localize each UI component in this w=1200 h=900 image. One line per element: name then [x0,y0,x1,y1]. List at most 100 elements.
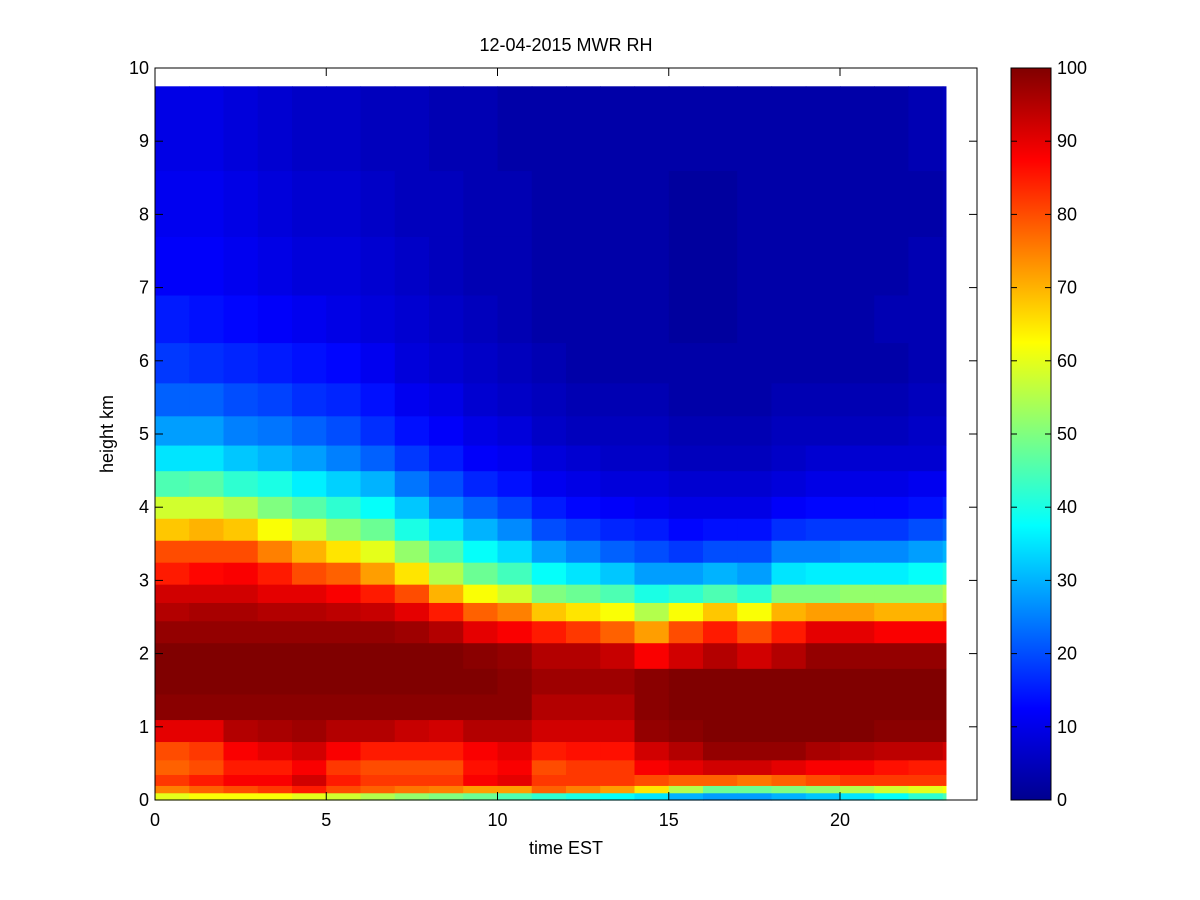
heatmap-cell [155,620,190,644]
heatmap-cell [497,562,533,585]
heatmap-cell [189,668,225,695]
heatmap-cell [908,415,944,446]
heatmap-cell [326,741,362,761]
heatmap-cell [189,170,225,237]
heatmap-cell [771,602,807,622]
heatmap-cell [840,792,875,801]
heatmap-cell [703,444,738,472]
heatmap-cell [497,693,533,721]
heatmap-cell [257,642,293,669]
heatmap-cell [942,602,947,622]
heatmap-cell [703,470,738,497]
heatmap-cell [189,620,225,644]
heatmap-cell [908,342,944,384]
heatmap-cell [737,668,773,695]
heatmap-cell [497,602,533,622]
heatmap-cell [429,719,464,743]
colorbar-tick-label: 30 [1057,570,1077,590]
heatmap-cell [908,792,944,801]
heatmap-cell [703,294,738,344]
heatmap-cell [497,642,533,669]
heatmap-cell [566,774,601,786]
heatmap-cell [874,719,910,743]
heatmap-cell [429,444,464,472]
heatmap-cell [463,415,499,446]
heatmap-cell [292,774,327,786]
heatmap-cell [942,496,947,519]
heatmap-cell [600,741,636,761]
heatmap-cell [737,496,773,519]
heatmap-cell [566,518,601,541]
heatmap-cell [771,792,807,801]
heatmap-cell [497,785,533,794]
heatmap-cell [292,719,327,743]
heatmap-cell [942,170,947,237]
heatmap-cell [737,540,773,563]
heatmap-cell [292,170,327,237]
heatmap-cell [634,86,670,172]
heatmap-cell [326,342,362,384]
heatmap-cell [155,415,190,446]
heatmap-cell [703,741,738,761]
heatmap-cell [771,518,807,541]
heatmap-cell [942,668,947,695]
heatmap-cell [429,620,464,644]
heatmap-cell [394,444,430,472]
heatmap-cell [908,470,944,497]
heatmap-cell [566,382,601,417]
heatmap-cell [292,693,327,721]
heatmap-cell [531,518,567,541]
heatmap-cell [600,792,636,801]
heatmap-cell [668,792,704,801]
heatmap-cell [942,785,947,794]
heatmap-cell [634,382,670,417]
heatmap-cell [805,668,841,695]
heatmap-cell [360,584,396,603]
heatmap-cell [737,170,773,237]
heatmap-cell [463,170,499,237]
colorbar-axis: 0 10 20 30 40 50 60 70 80 90 100 [1011,58,1087,810]
heatmap-cell [326,496,362,519]
heatmap-cell [429,792,464,801]
heatmap-cell [668,620,704,644]
heatmap-cell [874,170,910,237]
heatmap-cell [326,642,362,669]
heatmap-cell [189,470,225,497]
colorbar-tick-label: 20 [1057,644,1077,664]
heatmap-cell [566,415,601,446]
heatmap-cell [771,693,807,721]
heatmap-cell [497,668,533,695]
heatmap-cell [634,562,670,585]
heatmap-cell [189,785,225,794]
heatmap-cell [360,518,396,541]
heatmap-cell [566,741,601,761]
heatmap-cell [840,562,875,585]
heatmap-cell [566,668,601,695]
heatmap-cell [463,342,499,384]
heatmap-cell [737,602,773,622]
heatmap-cell [394,774,430,786]
heatmap-cell [771,236,807,296]
heatmap-cell [668,785,704,794]
heatmap-cell [771,620,807,644]
heatmap-cell [942,759,947,775]
heatmap-cell [840,620,875,644]
heatmap-cell [463,759,499,775]
heatmap-cell [600,342,636,384]
heatmap-cell [566,620,601,644]
heatmap-cell [394,602,430,622]
heatmap-cell [600,496,636,519]
heatmap-cell [600,540,636,563]
heatmap-cell [394,642,430,669]
heatmap-cell [600,584,636,603]
heatmap-cell [360,342,396,384]
heatmap-cell [566,719,601,743]
colorbar-tick-label: 90 [1057,131,1077,151]
heatmap-cell [292,602,327,622]
heatmap-cell [908,540,944,563]
heatmap-cell [840,540,875,563]
heatmap-cell [942,236,947,296]
heatmap-cell [429,518,464,541]
heatmap-cell [155,741,190,761]
heatmap-cell [155,785,190,794]
